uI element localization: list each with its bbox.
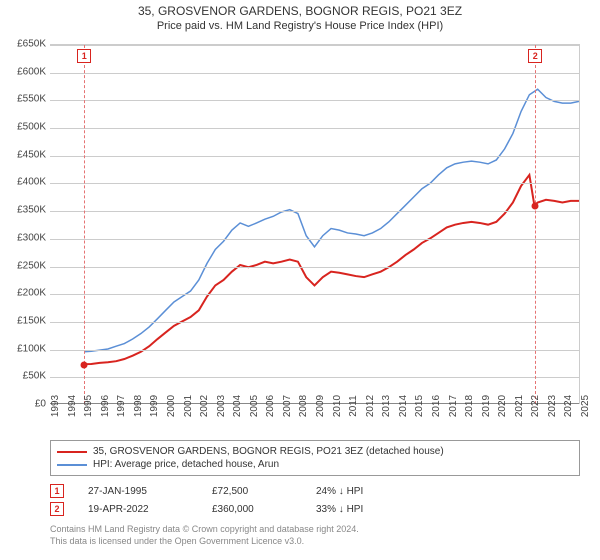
legend-swatch [57, 451, 87, 453]
gridline [50, 73, 579, 74]
legend: 35, GROSVENOR GARDENS, BOGNOR REGIS, PO2… [50, 440, 580, 476]
event-row: 1 27-JAN-1995 £72,500 24% ↓ HPI [50, 482, 580, 500]
chart-container: 35, GROSVENOR GARDENS, BOGNOR REGIS, PO2… [0, 0, 600, 560]
gridline [50, 211, 579, 212]
gridline [50, 322, 579, 323]
x-tick-label: 2006 [265, 395, 276, 417]
x-tick-label: 2015 [414, 395, 425, 417]
plot-area: 12 [50, 44, 580, 404]
legend-label: 35, GROSVENOR GARDENS, BOGNOR REGIS, PO2… [93, 446, 444, 457]
y-tick-label: £600K [2, 66, 46, 77]
y-tick-label: £150K [2, 315, 46, 326]
y-tick-label: £450K [2, 149, 46, 160]
x-tick-label: 2025 [580, 395, 591, 417]
x-tick-label: 2018 [464, 395, 475, 417]
series-line [84, 175, 579, 364]
x-tick-label: 2005 [249, 395, 260, 417]
gridline [50, 350, 579, 351]
legend-row: HPI: Average price, detached house, Arun [57, 458, 573, 471]
y-tick-label: £350K [2, 205, 46, 216]
gridline [50, 294, 579, 295]
x-tick-label: 1994 [67, 395, 78, 417]
x-tick-label: 2024 [563, 395, 574, 417]
x-tick-label: 2001 [183, 395, 194, 417]
x-tick-label: 1995 [83, 395, 94, 417]
event-delta: 24% ↓ HPI [316, 486, 363, 497]
x-tick-label: 2021 [514, 395, 525, 417]
footer-text: Contains HM Land Registry data © Crown c… [50, 524, 580, 547]
x-tick-label: 2020 [497, 395, 508, 417]
y-tick-label: £300K [2, 232, 46, 243]
event-vline [535, 45, 536, 404]
chart-subtitle: Price paid vs. HM Land Registry's House … [0, 18, 600, 36]
x-tick-label: 2007 [282, 395, 293, 417]
sale-point [81, 361, 88, 368]
x-tick-label: 2008 [298, 395, 309, 417]
x-tick-label: 2004 [232, 395, 243, 417]
legend-label: HPI: Average price, detached house, Arun [93, 459, 279, 470]
gridline [50, 45, 579, 46]
event-number: 2 [50, 502, 64, 516]
x-tick-label: 2022 [530, 395, 541, 417]
event-number: 1 [50, 484, 64, 498]
event-marker: 1 [77, 49, 91, 63]
x-tick-label: 2010 [332, 395, 343, 417]
x-tick-label: 2017 [448, 395, 459, 417]
x-tick-label: 2014 [398, 395, 409, 417]
y-tick-label: £0 [2, 399, 46, 410]
event-date: 19-APR-2022 [88, 504, 188, 515]
gridline [50, 100, 579, 101]
x-tick-label: 1999 [149, 395, 160, 417]
event-price: £360,000 [212, 504, 292, 515]
y-tick-label: £650K [2, 39, 46, 50]
x-tick-label: 2012 [365, 395, 376, 417]
chart-title: 35, GROSVENOR GARDENS, BOGNOR REGIS, PO2… [0, 0, 600, 18]
gridline [50, 156, 579, 157]
footer-line-1: Contains HM Land Registry data © Crown c… [50, 524, 580, 536]
gridline [50, 267, 579, 268]
gridline [50, 183, 579, 184]
x-tick-label: 2011 [348, 395, 359, 417]
event-vline [84, 45, 85, 404]
x-tick-label: 2019 [481, 395, 492, 417]
x-tick-label: 1996 [100, 395, 111, 417]
y-tick-label: £100K [2, 343, 46, 354]
x-tick-label: 2013 [381, 395, 392, 417]
x-tick-label: 2002 [199, 395, 210, 417]
gridline [50, 128, 579, 129]
event-row: 2 19-APR-2022 £360,000 33% ↓ HPI [50, 500, 580, 518]
x-tick-label: 2003 [216, 395, 227, 417]
x-tick-label: 2023 [547, 395, 558, 417]
y-tick-label: £50K [2, 371, 46, 382]
y-tick-label: £550K [2, 94, 46, 105]
legend-swatch [57, 464, 87, 466]
gridline [50, 239, 579, 240]
y-tick-label: £400K [2, 177, 46, 188]
x-tick-label: 2016 [431, 395, 442, 417]
x-tick-label: 1997 [116, 395, 127, 417]
x-tick-label: 2000 [166, 395, 177, 417]
x-tick-label: 2009 [315, 395, 326, 417]
y-tick-label: £250K [2, 260, 46, 271]
x-tick-label: 1998 [133, 395, 144, 417]
y-tick-label: £500K [2, 122, 46, 133]
event-date: 27-JAN-1995 [88, 486, 188, 497]
event-marker: 2 [528, 49, 542, 63]
gridline [50, 377, 579, 378]
y-tick-label: £200K [2, 288, 46, 299]
x-tick-label: 1993 [50, 395, 61, 417]
events-table: 1 27-JAN-1995 £72,500 24% ↓ HPI 2 19-APR-2022… [50, 482, 580, 518]
event-delta: 33% ↓ HPI [316, 504, 363, 515]
footer-line-2: This data is licensed under the Open Gov… [50, 536, 580, 548]
legend-row: 35, GROSVENOR GARDENS, BOGNOR REGIS, PO2… [57, 445, 573, 458]
sale-point [532, 202, 539, 209]
event-price: £72,500 [212, 486, 292, 497]
